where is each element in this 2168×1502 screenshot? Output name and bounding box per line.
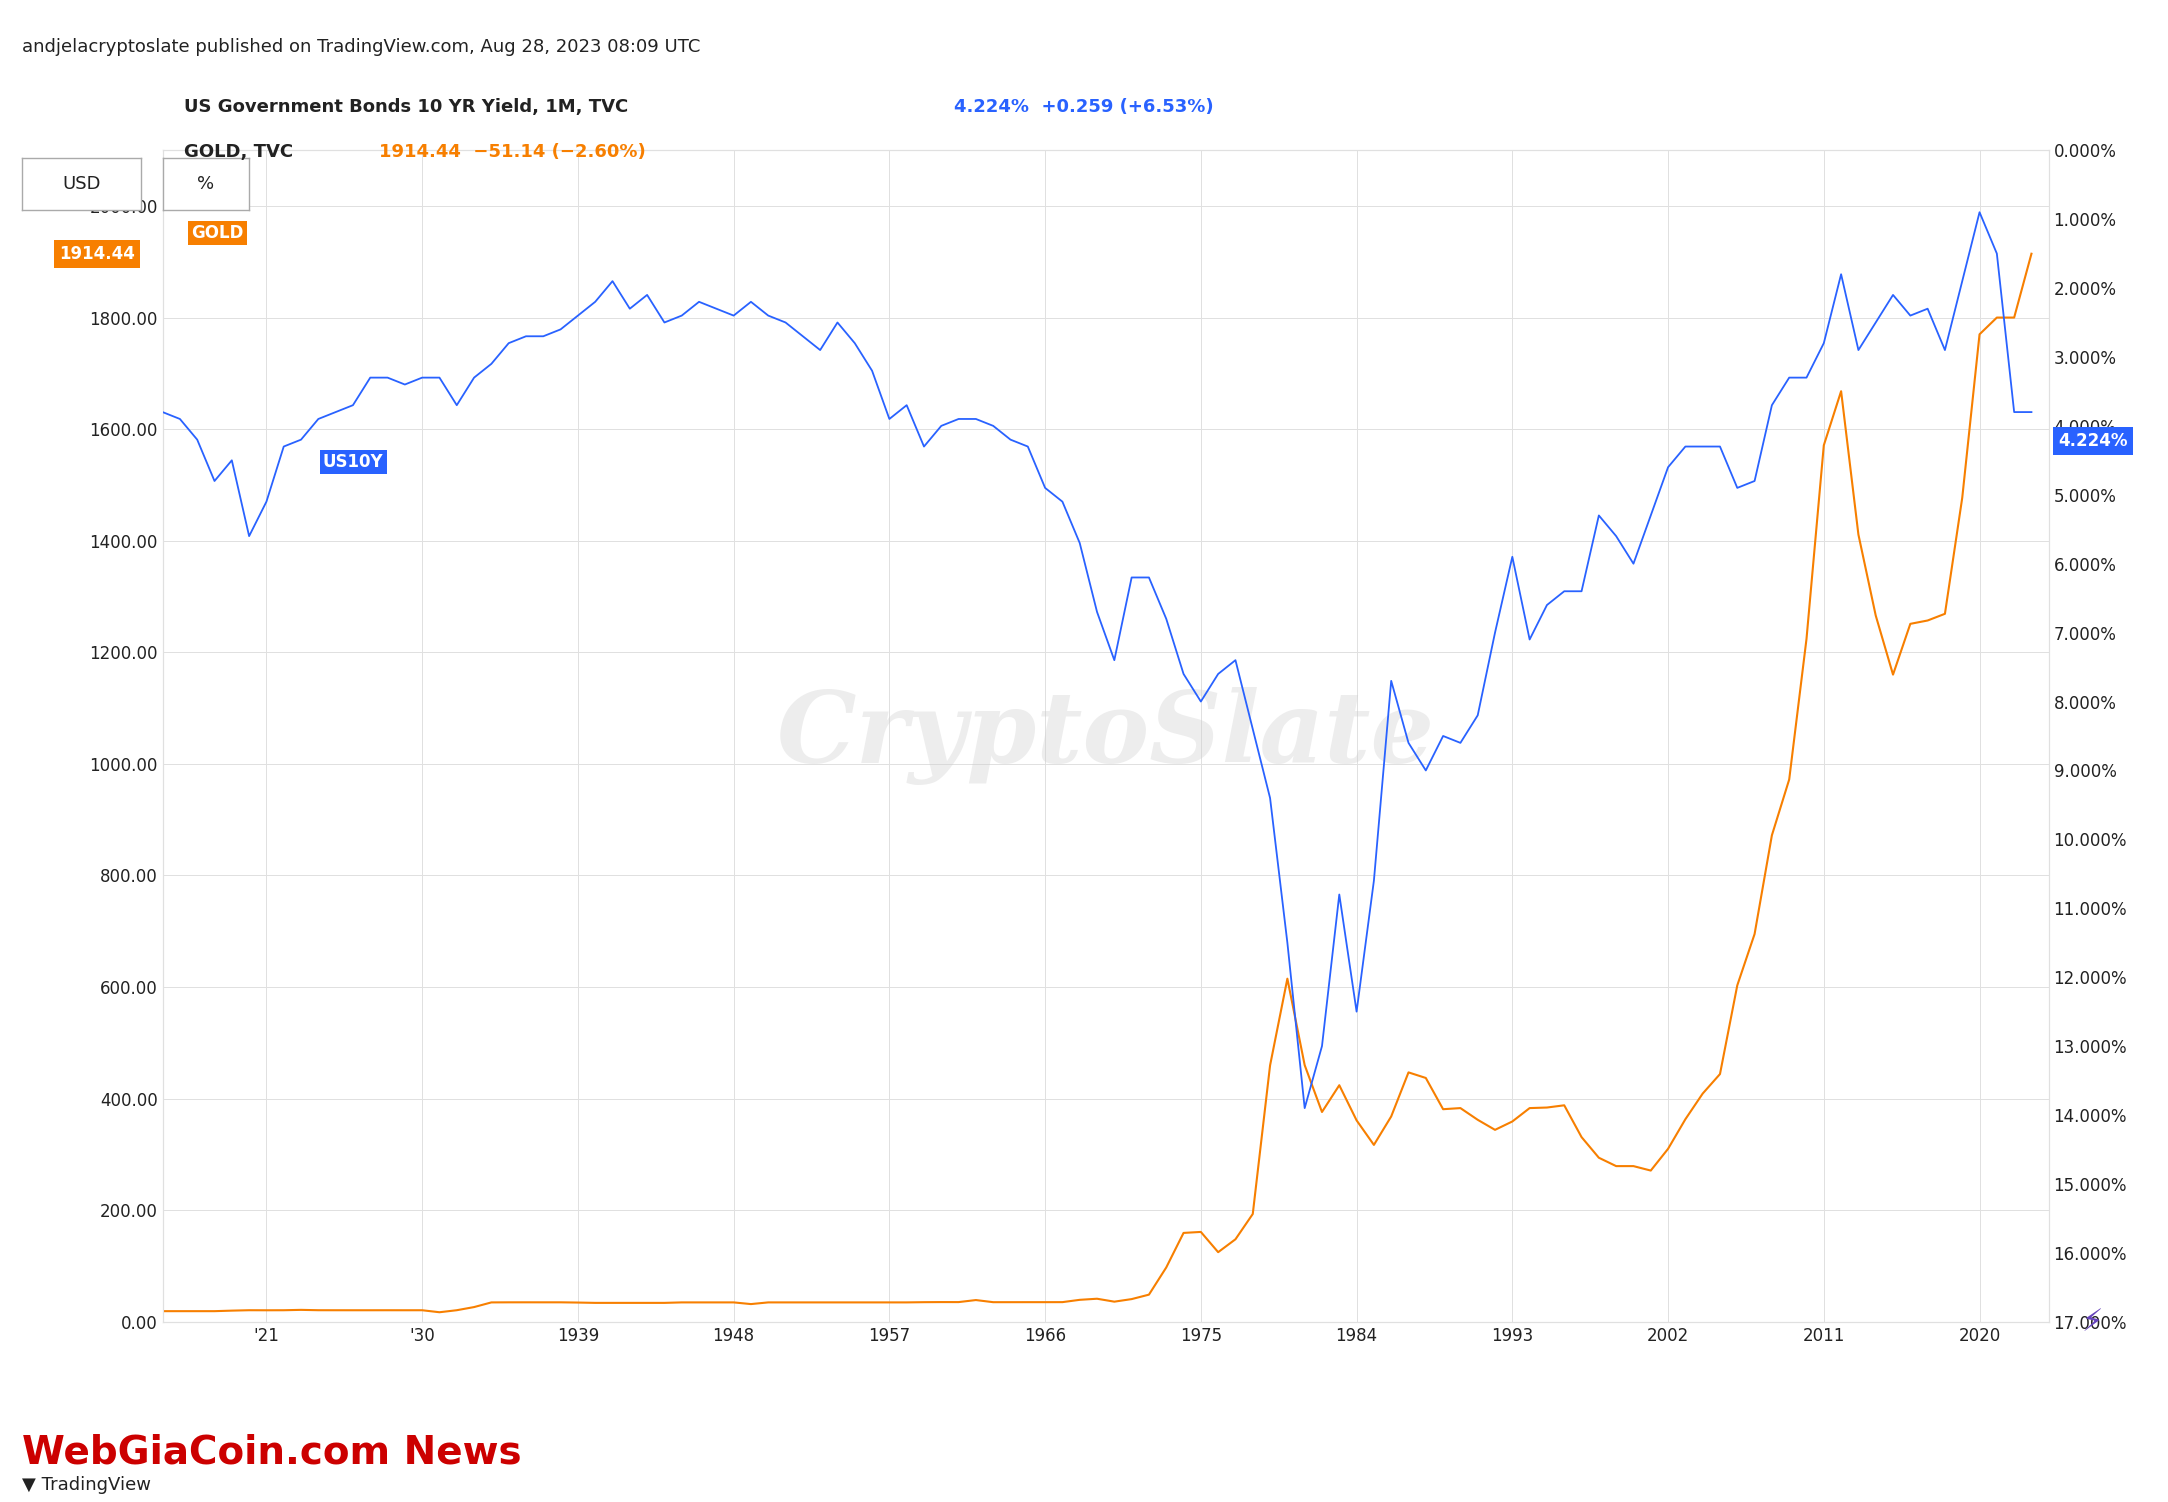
Text: 1914.44  −51.14 (−2.60%): 1914.44 −51.14 (−2.60%) [379, 143, 646, 161]
Text: WebGiaCoin.com News: WebGiaCoin.com News [22, 1434, 520, 1472]
Text: 4.224%  +0.259 (+6.53%): 4.224% +0.259 (+6.53%) [954, 98, 1214, 116]
Text: ⚡: ⚡ [2081, 1308, 2103, 1337]
Text: ▼ TradingView: ▼ TradingView [22, 1476, 152, 1494]
Text: US Government Bonds 10 YR Yield, 1M, TVC: US Government Bonds 10 YR Yield, 1M, TVC [184, 98, 642, 116]
Text: andjelacryptoslate published on TradingView.com, Aug 28, 2023 08:09 UTC: andjelacryptoslate published on TradingV… [22, 38, 700, 56]
Text: 4.224%: 4.224% [2057, 433, 2127, 451]
Text: USD: USD [63, 176, 100, 192]
Text: CryptoSlate: CryptoSlate [776, 686, 1435, 786]
Text: GOLD: GOLD [191, 224, 243, 242]
Text: GOLD, TVC: GOLD, TVC [184, 143, 306, 161]
Text: US10Y: US10Y [323, 454, 384, 472]
Text: %: % [197, 176, 215, 192]
Text: 1914.44: 1914.44 [59, 245, 134, 263]
